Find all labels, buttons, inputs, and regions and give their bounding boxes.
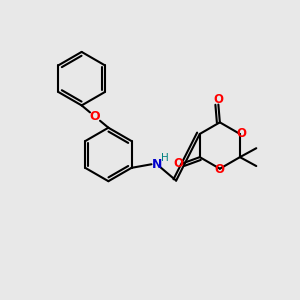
- Text: O: O: [213, 93, 224, 106]
- Text: O: O: [236, 128, 246, 140]
- Text: N: N: [152, 158, 162, 171]
- Text: O: O: [215, 164, 225, 176]
- Text: O: O: [90, 110, 100, 123]
- Text: O: O: [173, 157, 183, 169]
- Text: H: H: [161, 153, 169, 163]
